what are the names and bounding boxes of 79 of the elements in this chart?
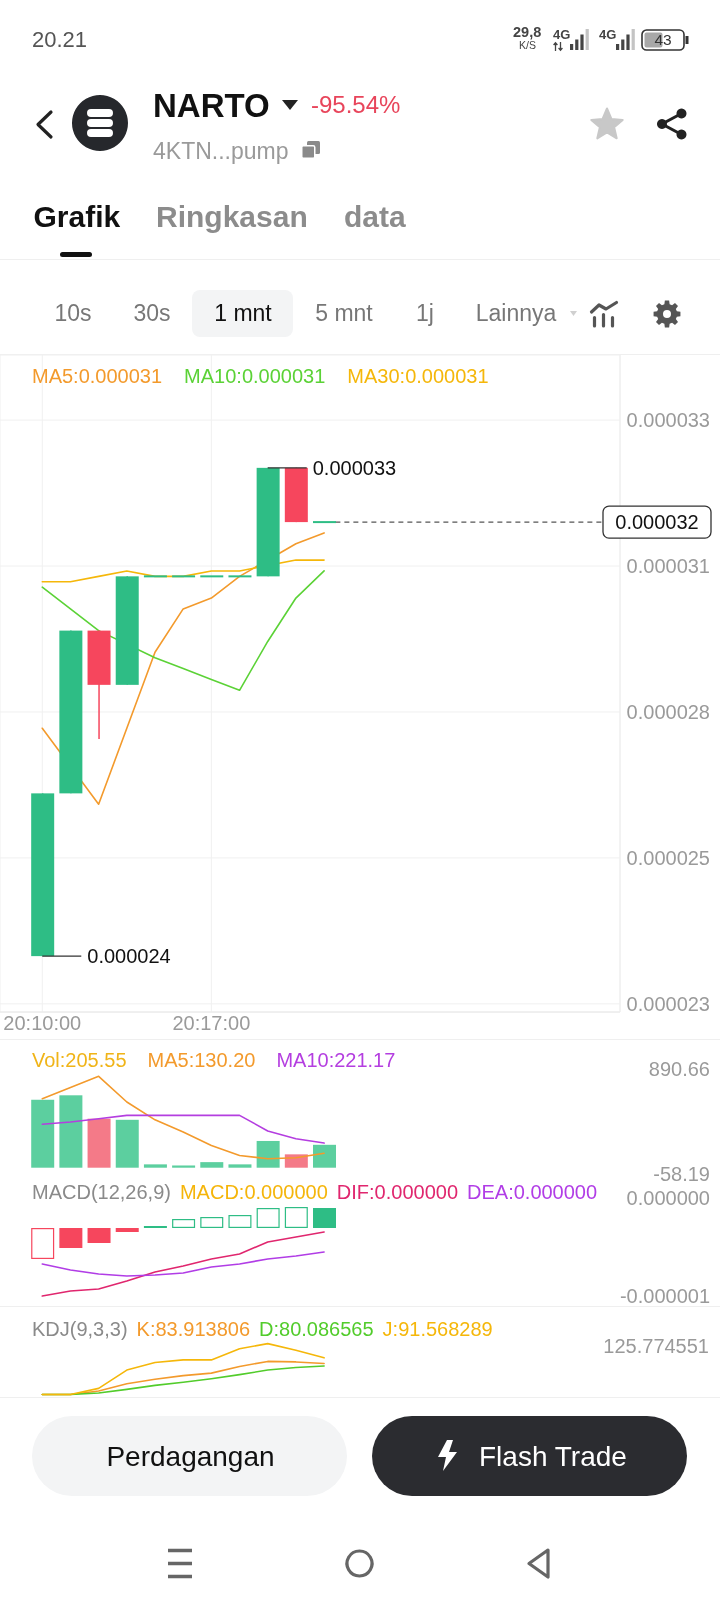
bar xyxy=(200,1217,224,1228)
candlestick xyxy=(313,521,336,524)
candlestick xyxy=(172,575,196,578)
x-tick-label: 20:17:00 xyxy=(172,1012,251,1035)
y-tick-label: -0.000001 xyxy=(619,1285,710,1308)
text: 4KTN...pump xyxy=(153,137,289,166)
text: Lainnya xyxy=(475,299,557,328)
bar xyxy=(313,1144,336,1168)
text: 20.21 xyxy=(32,27,88,54)
bar xyxy=(172,1165,196,1168)
annotation: Vol:205.55 xyxy=(32,1048,127,1072)
chart-title: KDJ(9,3,3) xyxy=(32,1317,128,1341)
line-series xyxy=(41,1231,325,1297)
text: J:91.568289 xyxy=(382,1317,493,1341)
bar xyxy=(31,1099,55,1168)
text: MA30:0.000031 xyxy=(347,363,489,388)
line-series xyxy=(41,1075,325,1160)
bar xyxy=(256,1140,280,1168)
y-tick-label: 0.000031 xyxy=(626,555,710,578)
ref-line-label: 0.000032 xyxy=(615,511,699,534)
bar xyxy=(228,1164,252,1168)
y-tick-label: 0.000000 xyxy=(626,1187,710,1210)
bar xyxy=(200,1162,224,1168)
text: 1 mnt xyxy=(214,299,272,328)
series-label: D:80.086565 xyxy=(259,1317,374,1341)
text: MA5:0.000031 xyxy=(32,363,163,388)
bar xyxy=(313,1208,336,1228)
y-tick-label: 0.000023 xyxy=(626,992,710,1015)
text: Grafik xyxy=(33,199,121,235)
bar xyxy=(172,1219,196,1228)
bar xyxy=(87,1228,111,1243)
text: 30s xyxy=(133,299,171,328)
candlestick xyxy=(143,575,167,578)
text: 29,8 xyxy=(513,24,542,41)
text: -95.54% xyxy=(311,91,401,120)
series-label: K:83.913806 xyxy=(136,1317,251,1341)
text: MA10:221.17 xyxy=(276,1048,396,1072)
y-tick-label: -58.19 xyxy=(653,1163,710,1186)
bar xyxy=(59,1228,83,1248)
text: 4G xyxy=(553,26,571,43)
text: MA10:0.000031 xyxy=(184,363,326,388)
bar xyxy=(31,1228,55,1259)
text: data xyxy=(344,199,406,235)
annotation: 0.000024 xyxy=(87,945,171,968)
text: NARTO xyxy=(153,86,270,126)
line-series xyxy=(41,570,325,692)
text: 5 mnt xyxy=(315,299,373,328)
series-label: MACD:0.000000 xyxy=(179,1179,328,1204)
series-label: DIF:0.000000 xyxy=(336,1179,459,1204)
candlestick xyxy=(200,575,224,578)
text: 43 xyxy=(654,31,672,50)
bar xyxy=(228,1215,252,1228)
chart-title: MACD(12,26,9) xyxy=(32,1179,171,1204)
text: 4G xyxy=(599,26,617,43)
text: Flash Trade xyxy=(479,1439,627,1474)
series-label: MA5:130.20 xyxy=(147,1048,256,1072)
annotation: 0.000033 xyxy=(312,456,397,479)
bar xyxy=(59,1095,83,1168)
bar xyxy=(256,1208,280,1228)
candlestick xyxy=(228,575,252,578)
y-tick-label: 0.000025 xyxy=(626,847,710,870)
line-series xyxy=(41,1251,325,1277)
x-tick-label: 20:10:00 xyxy=(3,1012,82,1035)
line-series xyxy=(41,1114,325,1144)
line-series xyxy=(41,559,325,583)
y-tick-label: 0.000028 xyxy=(626,701,710,724)
text: Ringkasan xyxy=(156,199,308,235)
bar xyxy=(143,1164,167,1168)
bar xyxy=(115,1119,139,1168)
y-tick-label: 0.000033 xyxy=(626,409,710,432)
bar xyxy=(87,1118,111,1168)
annotation: 125.774551 xyxy=(603,1335,709,1357)
bar xyxy=(115,1228,139,1232)
bar xyxy=(284,1207,308,1228)
text: Perdagangan xyxy=(106,1439,275,1474)
text: 1j xyxy=(416,299,434,328)
text: DEA:0.000000 xyxy=(467,1179,598,1204)
y-tick-label: 890.66 xyxy=(648,1057,710,1080)
text: 10s xyxy=(54,299,92,328)
